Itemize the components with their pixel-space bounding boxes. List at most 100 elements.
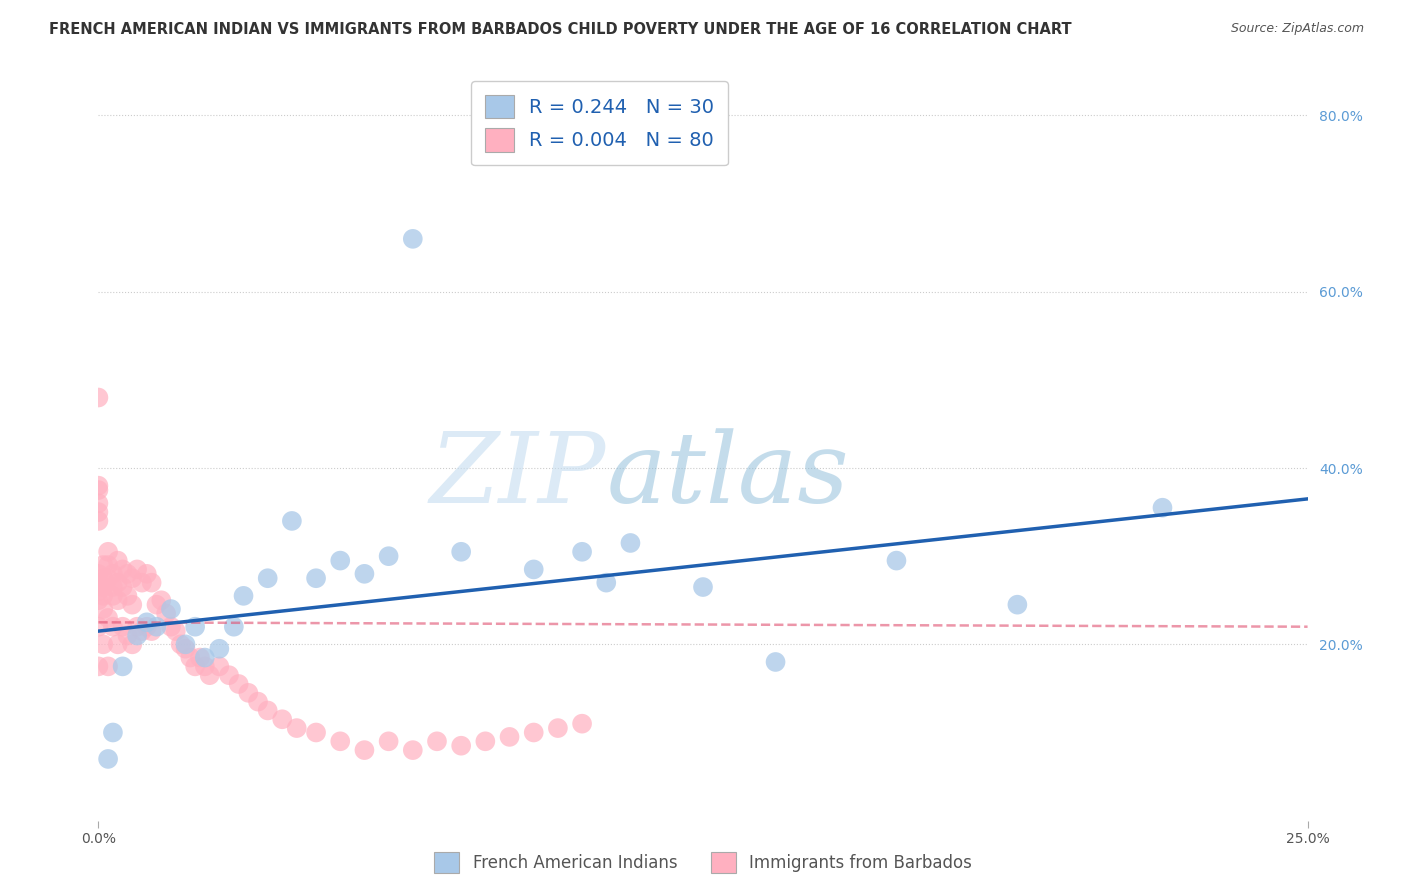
- Point: [101, 620, 124, 634]
- Legend: French American Indians, Immigrants from Barbados: French American Indians, Immigrants from…: [427, 846, 979, 880]
- Point: [91, 571, 114, 585]
- Point: [145, 598, 167, 612]
- Point: [765, 655, 787, 669]
- Point: [571, 716, 593, 731]
- Point: [97, 611, 120, 625]
- Point: [523, 562, 546, 576]
- Point: [117, 566, 139, 581]
- Point: [198, 668, 221, 682]
- Point: [271, 712, 294, 726]
- Point: [87, 566, 110, 581]
- Point: [208, 641, 231, 656]
- Point: [97, 558, 120, 572]
- Point: [101, 580, 124, 594]
- Point: [145, 620, 167, 634]
- Point: [127, 620, 149, 634]
- Point: [353, 743, 375, 757]
- Point: [91, 580, 114, 594]
- Point: [97, 545, 120, 559]
- Point: [97, 571, 120, 585]
- Point: [91, 589, 114, 603]
- Point: [184, 659, 207, 673]
- Text: FRENCH AMERICAN INDIAN VS IMMIGRANTS FROM BARBADOS CHILD POVERTY UNDER THE AGE O: FRENCH AMERICAN INDIAN VS IMMIGRANTS FRO…: [49, 22, 1071, 37]
- Point: [194, 650, 217, 665]
- Point: [305, 571, 328, 585]
- Point: [571, 545, 593, 559]
- Point: [160, 602, 183, 616]
- Point: [256, 703, 278, 717]
- Point: [107, 593, 129, 607]
- Point: [547, 721, 569, 735]
- Text: atlas: atlas: [606, 428, 849, 524]
- Point: [1007, 598, 1029, 612]
- Point: [87, 659, 110, 673]
- Point: [127, 562, 149, 576]
- Point: [97, 659, 120, 673]
- Point: [377, 734, 399, 748]
- Point: [474, 734, 496, 748]
- Text: ZIP: ZIP: [430, 428, 606, 524]
- Point: [107, 553, 129, 567]
- Point: [101, 725, 124, 739]
- Point: [238, 686, 260, 700]
- Point: [121, 598, 143, 612]
- Point: [91, 602, 114, 616]
- Point: [97, 752, 120, 766]
- Point: [111, 659, 134, 673]
- Point: [329, 734, 352, 748]
- Point: [87, 584, 110, 599]
- Point: [87, 505, 110, 519]
- Point: [87, 478, 110, 492]
- Point: [222, 620, 245, 634]
- Point: [107, 575, 129, 590]
- Point: [135, 615, 157, 630]
- Point: [886, 553, 908, 567]
- Point: [121, 637, 143, 651]
- Point: [256, 571, 278, 585]
- Point: [141, 624, 163, 639]
- Point: [208, 659, 231, 673]
- Point: [232, 589, 254, 603]
- Point: [184, 620, 207, 634]
- Point: [135, 620, 157, 634]
- Point: [135, 566, 157, 581]
- Point: [87, 593, 110, 607]
- Point: [87, 391, 110, 405]
- Point: [174, 641, 197, 656]
- Point: [194, 659, 217, 673]
- Point: [329, 553, 352, 567]
- Point: [165, 624, 187, 639]
- Point: [131, 575, 153, 590]
- Point: [111, 580, 134, 594]
- Point: [169, 637, 191, 651]
- Point: [285, 721, 308, 735]
- Point: [692, 580, 714, 594]
- Point: [111, 620, 134, 634]
- Point: [107, 637, 129, 651]
- Point: [228, 677, 250, 691]
- Point: [121, 571, 143, 585]
- Point: [155, 607, 177, 621]
- Point: [1152, 500, 1174, 515]
- Point: [498, 730, 520, 744]
- Point: [111, 562, 134, 576]
- Point: [353, 566, 375, 581]
- Point: [619, 536, 641, 550]
- Legend: R = 0.244   N = 30, R = 0.004   N = 80: R = 0.244 N = 30, R = 0.004 N = 80: [471, 81, 728, 166]
- Point: [402, 743, 425, 757]
- Point: [101, 566, 124, 581]
- Point: [117, 589, 139, 603]
- Point: [117, 628, 139, 642]
- Point: [160, 620, 183, 634]
- Point: [87, 620, 110, 634]
- Point: [188, 650, 211, 665]
- Point: [450, 739, 472, 753]
- Point: [426, 734, 449, 748]
- Point: [174, 637, 197, 651]
- Point: [101, 589, 124, 603]
- Text: Source: ZipAtlas.com: Source: ZipAtlas.com: [1230, 22, 1364, 36]
- Point: [87, 514, 110, 528]
- Point: [218, 668, 240, 682]
- Point: [450, 545, 472, 559]
- Point: [523, 725, 546, 739]
